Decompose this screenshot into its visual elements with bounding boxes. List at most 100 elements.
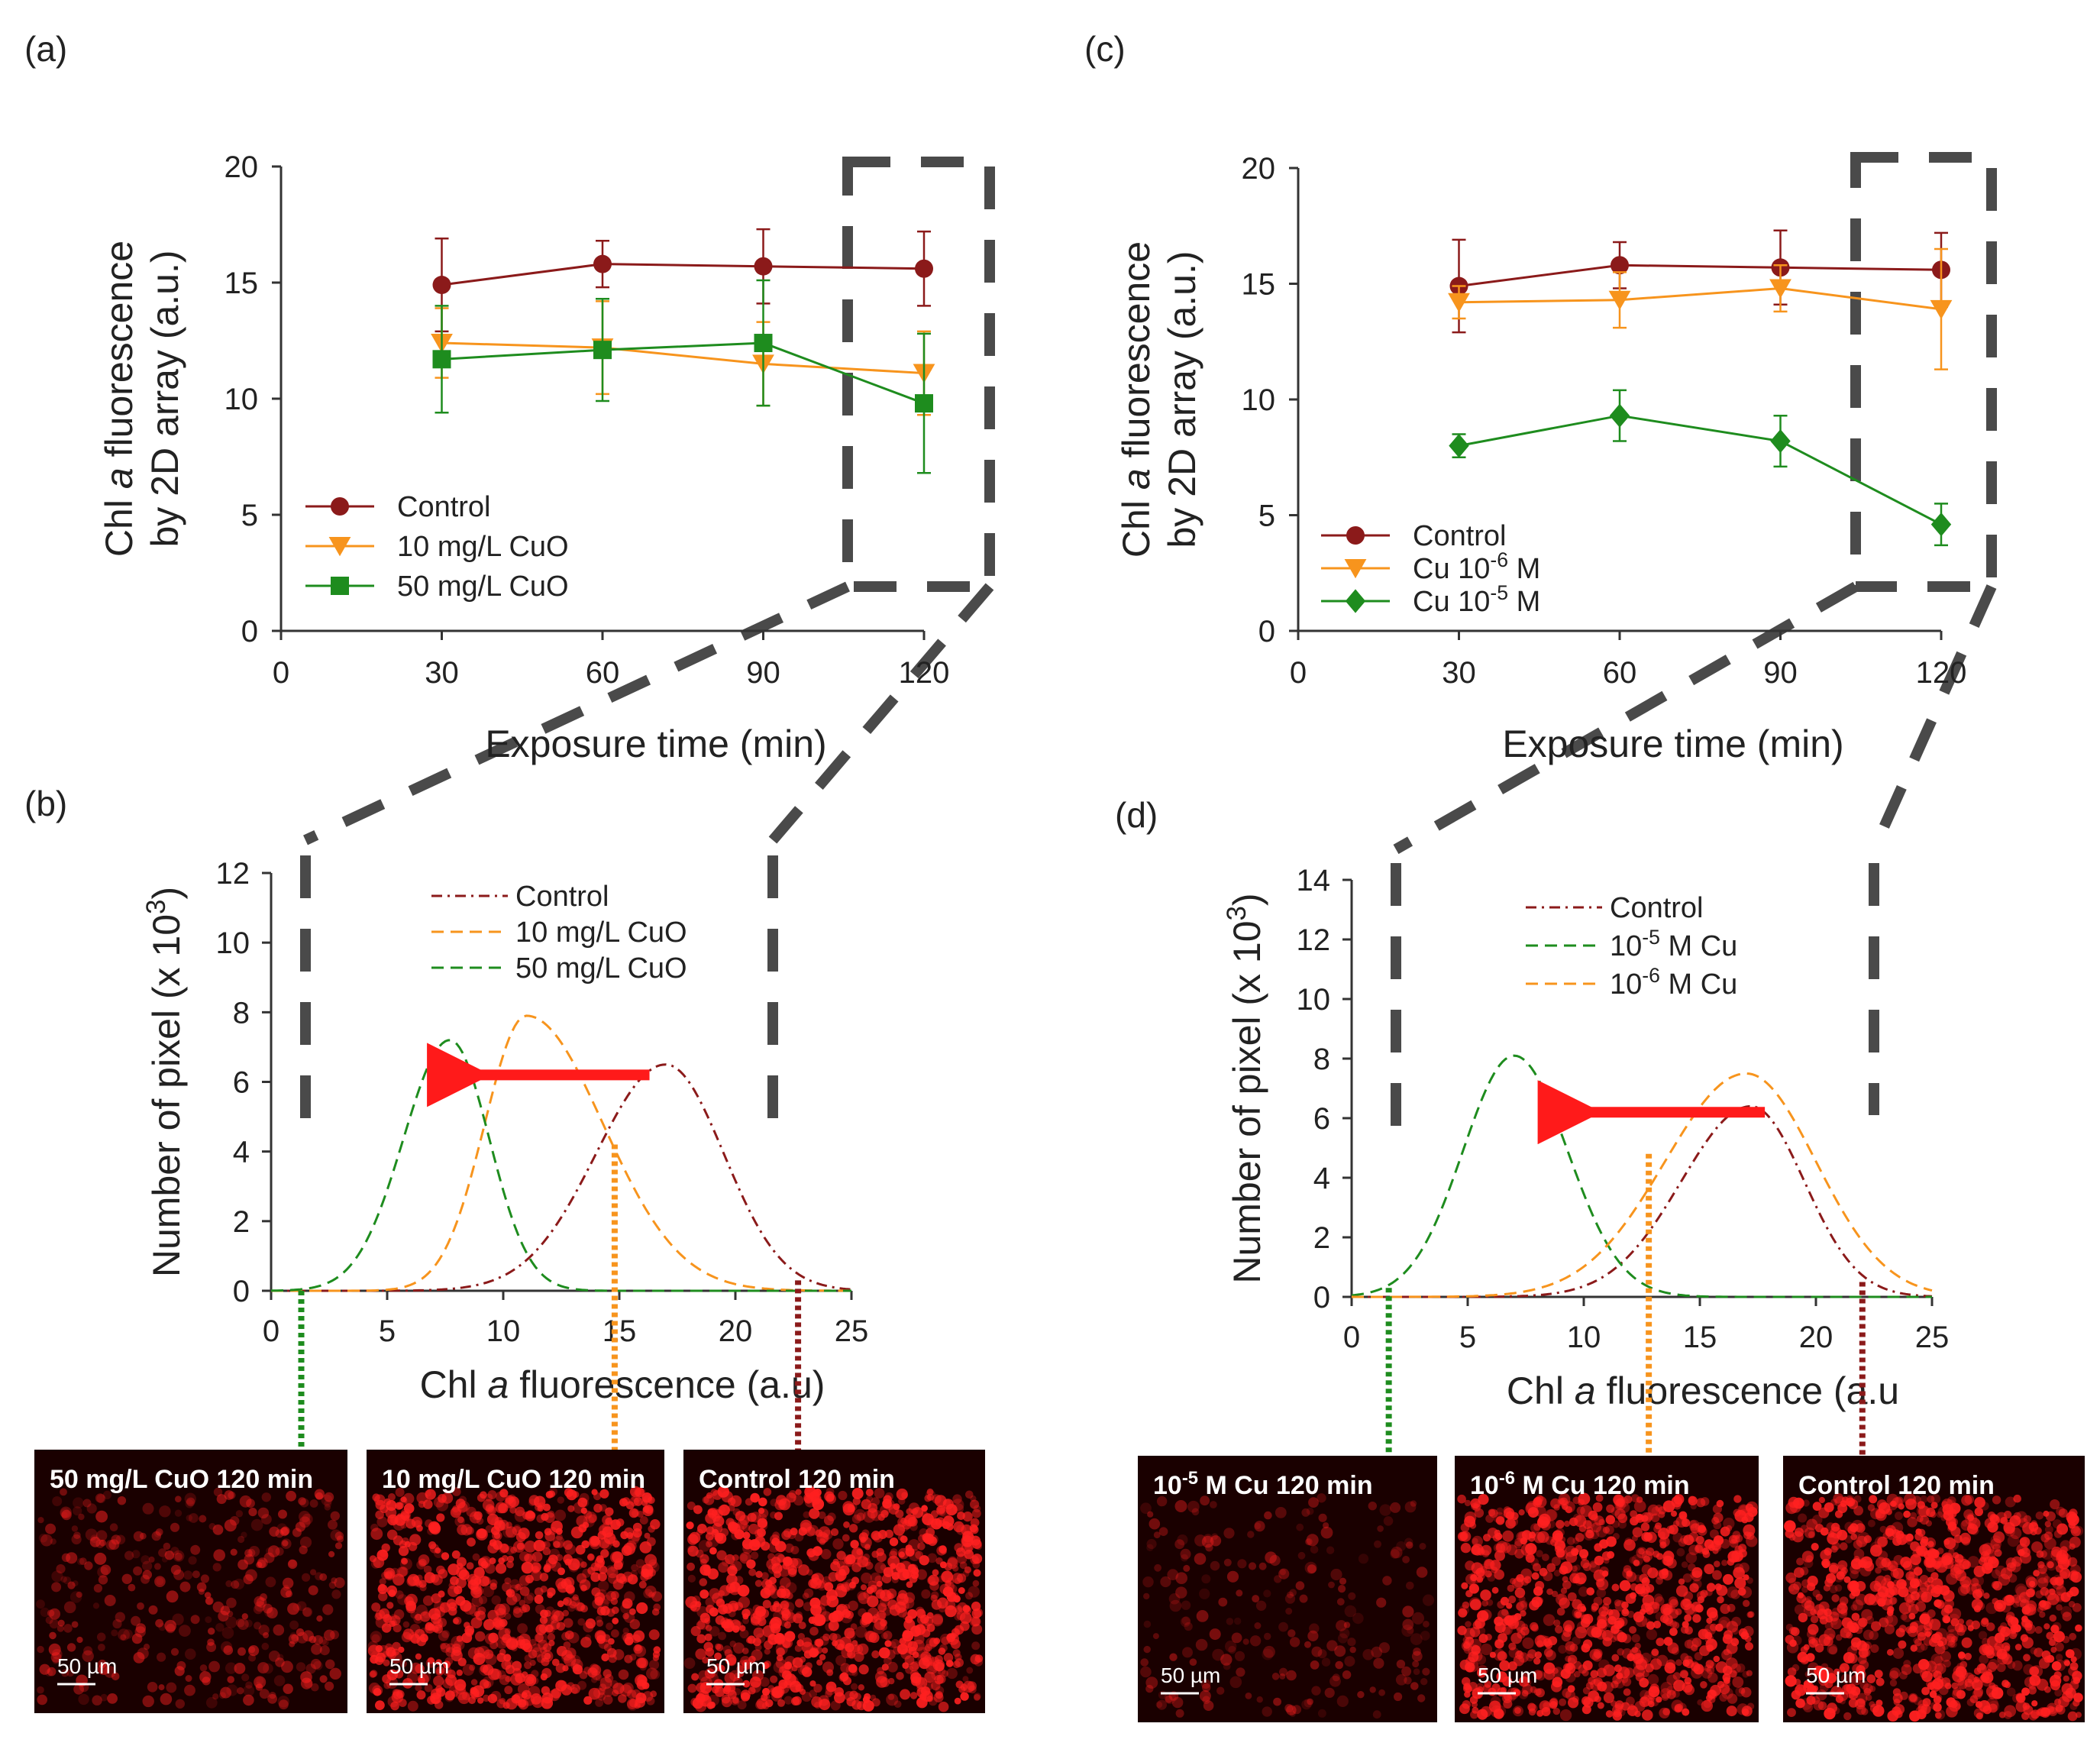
cell-dot bbox=[596, 1634, 606, 1644]
cell-dot bbox=[611, 1606, 619, 1615]
cell-dot bbox=[1603, 1692, 1614, 1703]
cell-dot bbox=[803, 1511, 810, 1518]
cell-dot bbox=[906, 1508, 913, 1515]
cell-dot bbox=[575, 1544, 586, 1555]
cell-dot bbox=[63, 1624, 73, 1633]
cell-dot bbox=[1497, 1609, 1510, 1622]
cell-dot bbox=[519, 1638, 531, 1651]
cell-dot bbox=[1404, 1501, 1417, 1513]
cell-dot bbox=[1930, 1681, 1941, 1693]
cell-dot bbox=[524, 1541, 537, 1553]
cell-dot bbox=[2014, 1644, 2022, 1651]
cell-dot bbox=[367, 1641, 379, 1652]
cell-dot bbox=[2014, 1596, 2027, 1607]
cell-dot bbox=[514, 1583, 522, 1591]
cell-dot bbox=[156, 1577, 164, 1586]
cell-dot bbox=[158, 1623, 166, 1631]
y-tick-label: 0 bbox=[1313, 1281, 1330, 1314]
cell-dot bbox=[1795, 1698, 1805, 1709]
cell-dot bbox=[405, 1603, 416, 1614]
cell-dot bbox=[605, 1517, 613, 1525]
cell-dot bbox=[417, 1673, 429, 1686]
cell-dot bbox=[528, 1495, 540, 1505]
cell-dot bbox=[521, 1561, 534, 1574]
cell-dot bbox=[248, 1654, 257, 1662]
cell-dot bbox=[2075, 1624, 2082, 1632]
cell-dot bbox=[416, 1690, 426, 1700]
cell-dot bbox=[1674, 1703, 1683, 1712]
cell-dot bbox=[962, 1605, 971, 1613]
cell-dot bbox=[782, 1632, 791, 1641]
cell-dot bbox=[971, 1609, 982, 1619]
cell-dot bbox=[243, 1694, 254, 1706]
cell-dot bbox=[593, 1492, 602, 1501]
cell-dot bbox=[699, 1589, 709, 1599]
cell-dot bbox=[771, 1563, 783, 1574]
y-tick-label: 5 bbox=[1258, 500, 1275, 533]
cell-dot bbox=[1900, 1613, 1908, 1621]
cell-dot bbox=[383, 1681, 391, 1689]
cell-dot bbox=[1510, 1632, 1523, 1644]
cell-dot bbox=[928, 1574, 939, 1586]
cell-dot bbox=[1937, 1676, 1943, 1683]
cell-dot bbox=[1923, 1636, 1933, 1646]
cell-dot bbox=[926, 1638, 937, 1649]
cell-dot bbox=[878, 1604, 887, 1612]
cell-dot bbox=[525, 1511, 536, 1521]
cell-dot bbox=[1402, 1618, 1414, 1631]
cell-dot bbox=[1837, 1602, 1848, 1614]
cell-dot bbox=[477, 1697, 484, 1704]
cell-dot bbox=[60, 1508, 70, 1518]
cell-dot bbox=[269, 1526, 279, 1537]
cell-dot bbox=[2037, 1561, 2045, 1569]
cell-dot bbox=[515, 1506, 525, 1517]
cell-dot bbox=[470, 1686, 478, 1695]
series-line bbox=[441, 341, 925, 405]
cell-dot bbox=[302, 1608, 312, 1617]
cell-dot bbox=[1538, 1513, 1551, 1526]
cell-dot bbox=[767, 1553, 775, 1561]
cell-dot bbox=[1457, 1531, 1468, 1541]
cell-dot bbox=[774, 1512, 783, 1521]
cell-dot bbox=[930, 1510, 939, 1518]
cell-dot bbox=[1961, 1579, 1970, 1589]
cell-dot bbox=[1730, 1589, 1740, 1599]
cell-dot bbox=[1888, 1501, 1898, 1511]
cell-dot bbox=[244, 1554, 255, 1565]
cell-dot bbox=[1843, 1712, 1852, 1721]
cell-dot bbox=[1510, 1512, 1519, 1521]
cell-dot bbox=[90, 1534, 99, 1544]
cell-dot bbox=[802, 1667, 813, 1677]
cell-dot bbox=[2013, 1494, 2021, 1503]
cell-dot bbox=[1850, 1563, 1861, 1575]
cell-dot bbox=[564, 1576, 575, 1588]
cell-dot bbox=[413, 1614, 423, 1624]
cell-dot bbox=[1641, 1618, 1651, 1628]
cell-dot bbox=[531, 1565, 540, 1574]
cell-dot bbox=[727, 1689, 737, 1699]
cell-dot bbox=[415, 1604, 428, 1616]
cell-dot bbox=[812, 1573, 824, 1586]
cell-dot bbox=[76, 1636, 83, 1644]
cell-dot bbox=[2050, 1625, 2060, 1634]
cell-dot bbox=[422, 1595, 434, 1606]
cell-dot bbox=[946, 1660, 954, 1667]
cell-dot bbox=[714, 1686, 725, 1697]
cell-dot bbox=[1554, 1540, 1565, 1551]
cell-dot bbox=[1507, 1584, 1515, 1592]
cell-dot bbox=[2001, 1596, 2013, 1606]
cell-dot bbox=[1983, 1592, 1990, 1599]
cell-dot bbox=[480, 1664, 489, 1673]
cell-dot bbox=[115, 1612, 125, 1622]
cell-dot bbox=[254, 1601, 266, 1612]
cell-dot bbox=[842, 1501, 855, 1513]
cell-dot bbox=[1701, 1699, 1713, 1712]
cell-dot bbox=[1469, 1599, 1481, 1611]
cell-dot bbox=[900, 1518, 907, 1525]
cell-dot bbox=[457, 1692, 470, 1705]
cell-dot bbox=[851, 1514, 861, 1524]
cell-dot bbox=[1377, 1525, 1384, 1532]
cell-dot bbox=[1174, 1500, 1187, 1512]
cell-dot bbox=[402, 1621, 410, 1628]
cell-dot bbox=[1919, 1515, 1930, 1525]
